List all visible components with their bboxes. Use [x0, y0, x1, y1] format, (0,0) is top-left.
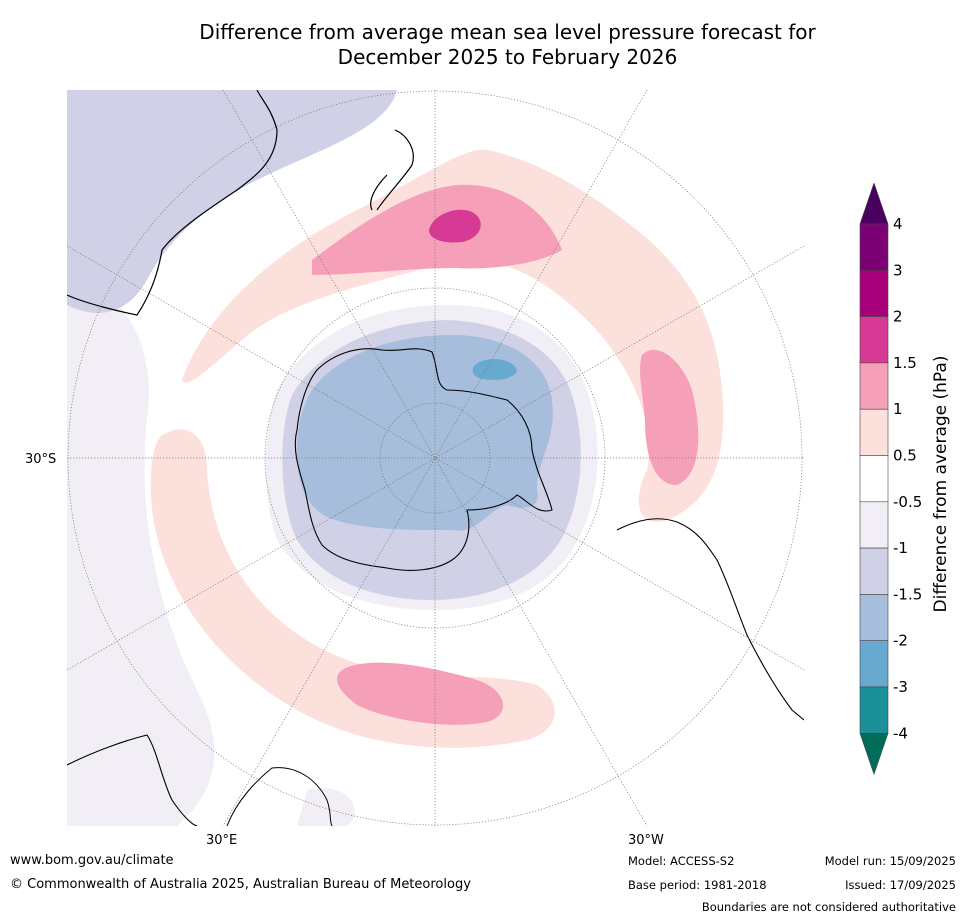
colorbar-tick-label: 1.5 — [893, 354, 917, 372]
pressure-anomaly-map — [67, 90, 804, 826]
australia-coastline — [67, 90, 278, 316]
colorbar-tick-label: 2 — [893, 308, 903, 326]
colorbar-tick-label: 3 — [893, 261, 903, 279]
colorbar-block — [859, 408, 889, 456]
teal-spot-ross-sea — [472, 358, 517, 380]
colorbar-tick-label: 0.5 — [893, 447, 917, 465]
colorbar-block — [859, 501, 889, 549]
chart-title: Difference from average mean sea level p… — [0, 20, 965, 70]
colorbar-block — [859, 362, 889, 410]
colorbar-blocks — [859, 183, 889, 776]
colorbar-top-arrow — [859, 183, 889, 225]
pink-core-east-pacific — [640, 349, 699, 485]
antarctica-coastline — [294, 348, 553, 571]
colorbar-ticks: 4 3 2 1.5 1 0.5 -0.5 -1 -1.5 -2 -3 -4 — [893, 215, 922, 742]
graticule — [67, 90, 804, 826]
lon-label-30e: 30°E — [206, 833, 238, 848]
footer-issued: Issued: 17/09/2025 — [845, 878, 956, 892]
colorbar-tick-label: -1 — [893, 539, 908, 557]
colorbar-block — [859, 594, 889, 641]
colorbar-tick-label: -0.5 — [893, 493, 922, 511]
footer-copyright: © Commonwealth of Australia 2025, Austra… — [10, 877, 471, 892]
pink-band-pacific — [182, 149, 724, 522]
footer-base-period: Base period: 1981-2018 — [628, 878, 767, 892]
south-america-coastline — [616, 518, 804, 721]
lon-label-30w: 30°W — [628, 833, 664, 848]
footer-disclaimer: Boundaries are not considered authoritat… — [701, 900, 956, 914]
colorbar-block — [859, 455, 889, 503]
colorbar-tick-label: 1 — [893, 400, 903, 418]
pink-band-indian — [150, 429, 555, 748]
colorbar-block — [859, 640, 889, 688]
colorbar-block — [859, 270, 889, 317]
colorbar: 4 3 2 1.5 1 0.5 -0.5 -1 -1.5 -2 -3 -4 — [859, 183, 922, 776]
africa-coastline-2 — [226, 767, 333, 826]
colorbar-tick-label: -1.5 — [893, 585, 922, 603]
colorbar-tick-label: -4 — [893, 724, 908, 742]
colorbar-tick-label: -2 — [893, 632, 908, 650]
footer-model: Model: ACCESS-S2 — [628, 854, 735, 868]
colorbar-block — [859, 686, 889, 734]
africa-coastline — [67, 734, 198, 826]
colorbar-bottom-arrow — [859, 732, 889, 776]
footer-url[interactable]: www.bom.gov.au/climate — [10, 853, 174, 868]
colorbar-block — [859, 223, 889, 271]
magenta-core-new-zealand — [429, 209, 481, 243]
lavender-fringe-region-2 — [297, 788, 355, 826]
blue-region-australia — [67, 90, 397, 313]
pink-core-south-indian — [337, 662, 504, 725]
lat-label-30s: 30°S — [25, 452, 57, 467]
colorbar-tick-label: 4 — [893, 215, 903, 233]
blue-antarctica — [296, 335, 553, 531]
footer-model-run: Model run: 15/09/2025 — [824, 854, 956, 868]
new-zealand-coastline — [370, 129, 414, 211]
title-line-2: December 2025 to February 2026 — [337, 45, 678, 69]
colorbar-block — [859, 547, 889, 595]
blue-spot-west — [82, 267, 117, 312]
lavender-fringe-region — [67, 270, 215, 826]
colorbar-title: Difference from average (hPa) — [931, 355, 951, 613]
colorbar-block — [859, 316, 889, 364]
colorbar-tick-label: -3 — [893, 678, 908, 696]
title-line-1: Difference from average mean sea level p… — [199, 20, 816, 44]
